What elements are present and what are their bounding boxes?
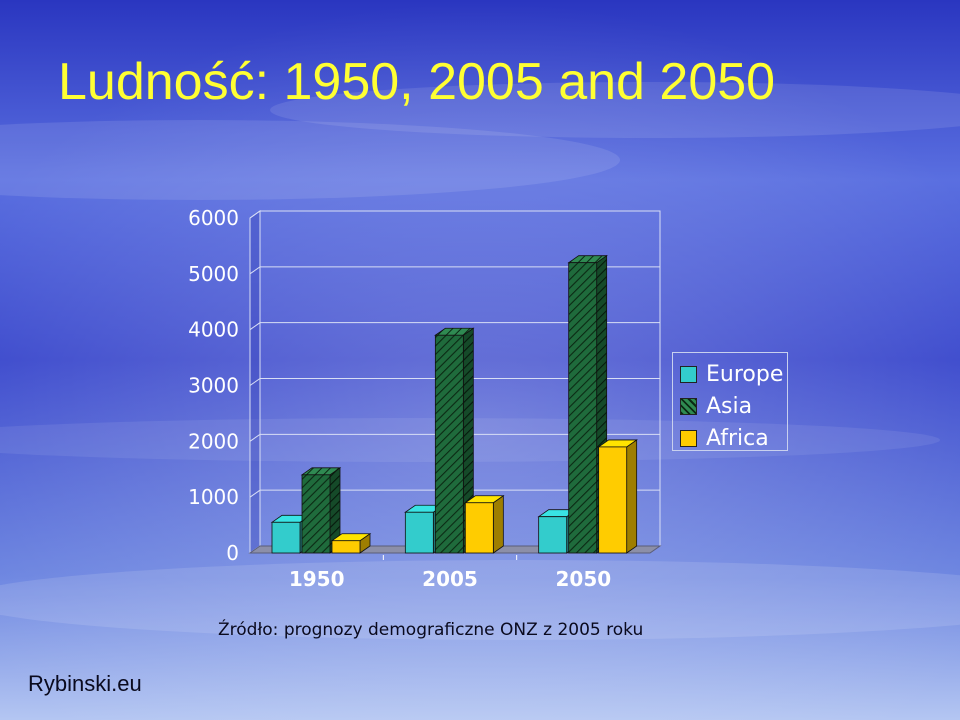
legend-item-europe: Europe bbox=[680, 358, 787, 390]
bar-asia-2050 bbox=[568, 262, 598, 554]
legend-label-africa: Africa bbox=[706, 425, 769, 451]
legend-item-africa: Africa bbox=[680, 422, 787, 454]
y-tick-label: 6000 bbox=[188, 206, 239, 230]
gridline bbox=[249, 433, 660, 442]
gridline bbox=[249, 266, 660, 275]
y-tick-label: 0 bbox=[226, 541, 239, 565]
chart-legend: Europe Asia Africa bbox=[672, 352, 788, 451]
legend-item-asia: Asia bbox=[680, 390, 787, 422]
bar-europe-1950 bbox=[271, 521, 301, 554]
legend-swatch-africa bbox=[680, 429, 697, 447]
bar-africa-2005 bbox=[464, 502, 494, 554]
source-note: Źródło: prognozy demograficzne ONZ z 200… bbox=[218, 620, 644, 640]
legend-swatch-asia bbox=[680, 397, 697, 415]
gridline bbox=[249, 210, 660, 219]
legend-label-asia: Asia bbox=[706, 393, 753, 419]
site-name: Rybinski.eu bbox=[28, 671, 142, 696]
gridline bbox=[249, 322, 660, 331]
gridline bbox=[249, 489, 660, 498]
y-tick-label: 5000 bbox=[188, 262, 239, 286]
gridline bbox=[249, 378, 660, 386]
y-tick-label: 2000 bbox=[188, 429, 239, 453]
legend-label-europe: Europe bbox=[706, 361, 784, 387]
x-tick-label: 2005 bbox=[422, 567, 478, 591]
bar-africa-2050 bbox=[598, 446, 628, 554]
x-tick-label: 1950 bbox=[289, 567, 345, 591]
y-tick-label: 1000 bbox=[188, 485, 239, 509]
slide-title: Ludność: 1950, 2005 and 2050 bbox=[58, 53, 776, 111]
x-tick-label: 2050 bbox=[555, 567, 611, 591]
bar-asia-1950 bbox=[301, 474, 331, 554]
bar-asia-2005 bbox=[434, 334, 464, 554]
bar-africa-1950 bbox=[331, 540, 361, 554]
y-tick-label: 3000 bbox=[188, 374, 239, 398]
bar-africa-2005-side bbox=[492, 494, 504, 554]
legend-swatch-europe bbox=[680, 365, 697, 383]
bar-africa-2050-side bbox=[626, 439, 638, 554]
bar-europe-2005 bbox=[404, 511, 434, 554]
y-tick-label: 4000 bbox=[188, 318, 239, 342]
bar-europe-2050 bbox=[538, 516, 568, 554]
